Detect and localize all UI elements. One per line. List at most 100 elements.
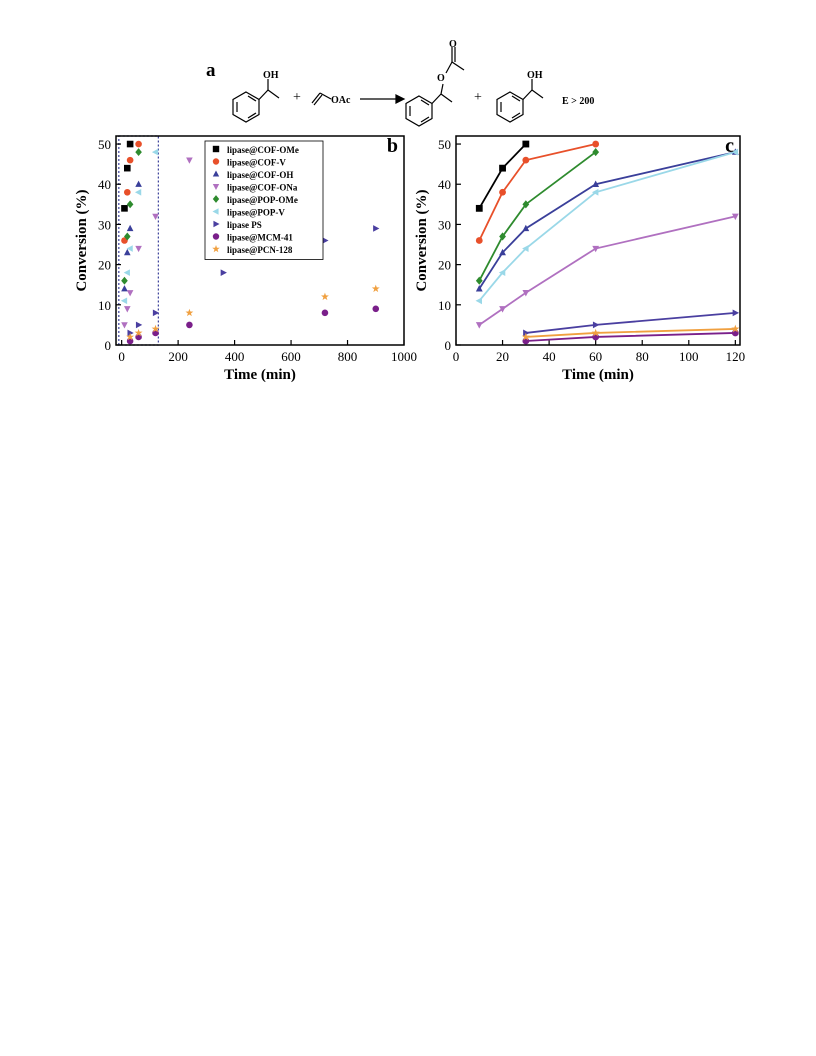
legend-marker: [212, 195, 220, 203]
series-lipase-pop-ome: [475, 147, 600, 285]
series-line-lipase-pop-v: [478, 151, 736, 302]
y-tick-label: 50: [438, 137, 451, 152]
y-tick-label: 30: [98, 217, 111, 232]
panel-c-y-tick-labels: 0 10 20 30 40 50: [438, 137, 451, 353]
legend-label: lipase@POP-OMe: [227, 195, 298, 205]
data-point: [475, 204, 483, 212]
selectivity-label: E > 200: [562, 96, 594, 107]
data-point: [475, 297, 482, 305]
data-point: [321, 309, 329, 317]
legend-marker: [212, 158, 220, 165]
series-lipase-pop-v: [475, 148, 739, 305]
data-point: [152, 309, 160, 317]
data-point: [522, 200, 530, 209]
x-tick-label: 400: [225, 349, 245, 364]
vinyl-oac-label: OAc: [331, 95, 351, 106]
data-point: [134, 328, 143, 337]
legend-item-lipase-pcn-128: lipase@PCN-128: [212, 245, 293, 255]
data-point: [498, 269, 506, 277]
data-point: [127, 329, 134, 337]
legend-item-lipase-cof-v: lipase@COF-V: [212, 158, 286, 168]
figure-svg: a OH + OAc: [74, 39, 745, 383]
legend-marker: [212, 183, 220, 191]
x-tick-label: 20: [496, 349, 509, 364]
data-point: [499, 232, 506, 241]
x-tick-label: 60: [589, 349, 602, 364]
panel-b-x-axis-label: Time (min): [224, 367, 296, 383]
legend-item-lipase-cof-ome: lipase@COF-OMe: [212, 145, 299, 155]
legend-marker: [212, 245, 220, 253]
legend-label: lipase@POP-V: [227, 208, 285, 218]
y-tick-label: 0: [445, 338, 452, 353]
y-tick-label: 10: [98, 298, 111, 313]
legend-item-lipase-cof-ona: lipase@COF-ONa: [212, 183, 298, 193]
y-tick-label: 20: [98, 258, 111, 273]
y-tick-label: 10: [438, 298, 451, 313]
data-point: [121, 285, 128, 292]
series-line-lipase-pop-ome: [478, 151, 597, 282]
panel-c-plot-frame: [455, 135, 741, 346]
reactant-oh-label: OH: [263, 70, 279, 81]
data-point: [475, 284, 483, 292]
legend-marker: [212, 170, 220, 177]
x-tick-label: 120: [726, 349, 746, 364]
legend-label: lipase@MCM-41: [227, 233, 293, 243]
data-point: [475, 237, 483, 244]
panel-c-series-lines: [478, 143, 736, 342]
data-point: [475, 276, 483, 285]
data-point: [126, 200, 134, 209]
data-point: [371, 284, 380, 293]
panel-c-x-axis-label: Time (min): [562, 367, 634, 383]
alcohol-product-structure: [496, 79, 544, 123]
plus-sign-2: +: [474, 90, 482, 105]
data-point: [152, 213, 159, 221]
x-tick-label: 200: [168, 349, 188, 364]
x-tick-label: 1000: [391, 349, 417, 364]
data-point: [121, 322, 128, 329]
data-point: [126, 245, 133, 252]
data-point: [123, 188, 131, 196]
panel-b-label: b: [387, 135, 398, 157]
x-tick-label: 100: [679, 349, 699, 364]
legend-label: lipase PS: [227, 220, 262, 230]
data-point: [731, 213, 739, 221]
panel-b-plot-frame: [115, 135, 405, 346]
data-point: [731, 324, 740, 333]
x-tick-label: 0: [118, 349, 125, 364]
data-point: [523, 329, 530, 337]
data-point: [499, 164, 506, 172]
data-point: [591, 188, 599, 196]
legend-item-lipase-mcm-41: lipase@MCM-41: [212, 233, 293, 243]
data-point: [126, 332, 135, 341]
data-point: [121, 276, 128, 285]
legend-marker: [212, 233, 220, 240]
panel-c-label: c: [725, 135, 734, 157]
data-point: [186, 321, 193, 329]
data-point: [321, 292, 329, 301]
series-lipase-cof-oh: [121, 180, 142, 292]
data-point: [135, 333, 142, 341]
data-point: [123, 248, 131, 256]
data-point: [123, 269, 130, 276]
panel-b-y-axis-label: Conversion (%): [74, 189, 90, 291]
panel-a-label: a: [206, 60, 216, 81]
ester-product-structure: [405, 47, 465, 127]
data-point: [126, 156, 134, 164]
series-line-lipase-cof-ome: [478, 143, 527, 209]
panel-c-x-tick-labels: 0 20 40 60 80 100 120: [453, 349, 745, 364]
data-point: [592, 245, 600, 253]
y-tick-label: 0: [105, 338, 112, 353]
plus-sign-1: +: [293, 90, 301, 105]
series-lipase-pop-v: [120, 148, 159, 305]
data-point: [121, 205, 128, 212]
data-point: [126, 140, 134, 148]
legend-item-lipase-cof-oh: lipase@COF-OH: [212, 170, 293, 180]
panel-b-x-tick-labels: 0 200 400 600 800 1000: [118, 349, 417, 364]
data-point: [220, 269, 227, 276]
panel-b-data-points: [120, 140, 380, 345]
ester-o-label: O: [437, 73, 445, 84]
series-lipase-pop-ome: [121, 148, 142, 285]
figure: a OH + OAc: [0, 0, 816, 400]
legend-label: lipase@COF-OH: [227, 170, 293, 180]
data-point: [126, 224, 134, 232]
